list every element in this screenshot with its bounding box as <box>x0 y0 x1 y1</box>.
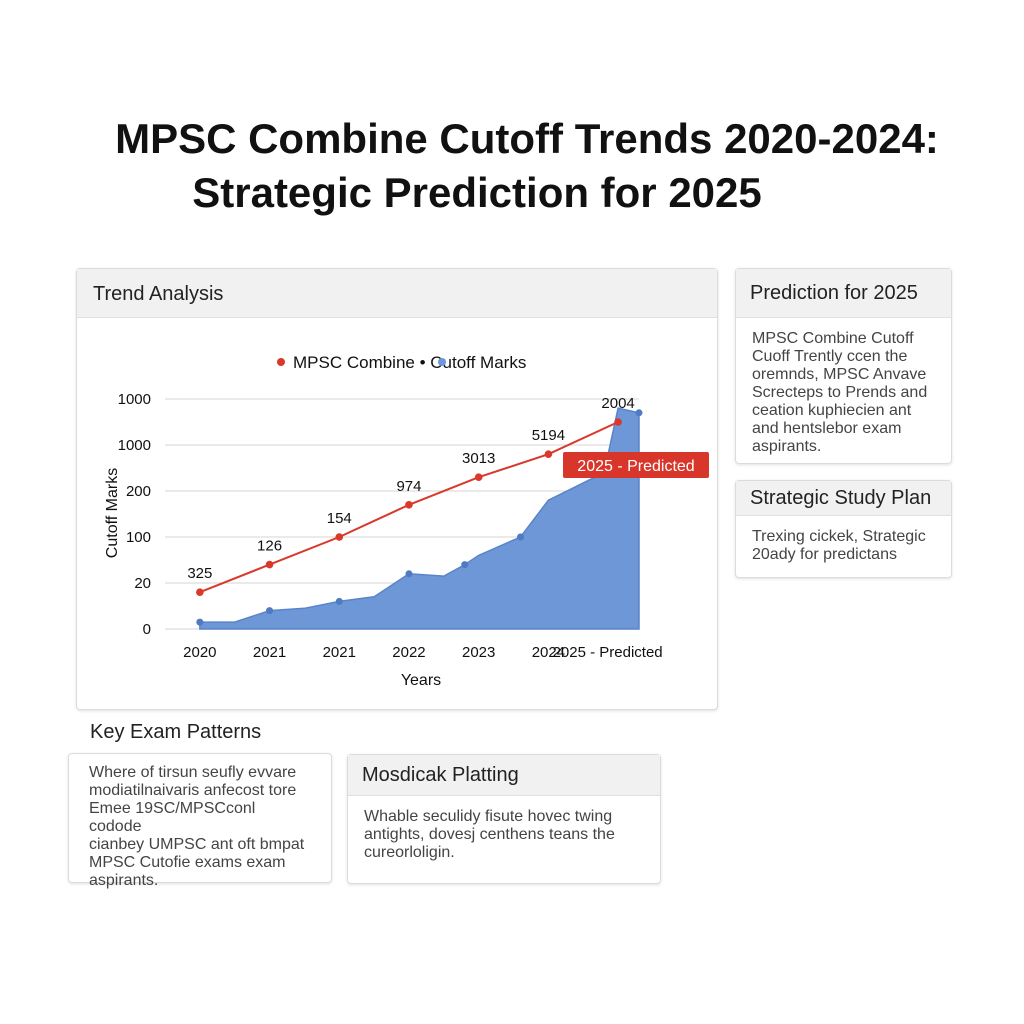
x-tick-label: 2023 <box>462 644 495 661</box>
prediction-badge-label: 2025 - Predicted <box>577 458 694 475</box>
prediction-heading: Prediction for 2025 <box>736 269 951 318</box>
area-series-point <box>461 561 469 569</box>
key-exam-patterns-heading: Key Exam Patterns <box>90 721 262 743</box>
page-title: MPSC Combine Cutoff Trends 2020-2024: St… <box>0 112 1024 220</box>
y-tick-label: 0 <box>143 621 151 638</box>
study-plan-card: Strategic Study Plan Trexing cickek, Str… <box>735 480 952 578</box>
prediction-card: Prediction for 2025 MPSC Combine Cutoff … <box>735 268 952 464</box>
data-label: 325 <box>187 565 212 582</box>
prediction-line: MPSC Combine Cutoff <box>752 330 914 347</box>
area-series-point <box>266 607 274 615</box>
x-tick-label: 2025 - Predicted <box>553 644 663 661</box>
study-plan-heading: Strategic Study Plan <box>736 481 951 516</box>
trend-analysis-card: Trend Analysis 0 20 100 200 1000 1000 2020 2021… <box>76 268 718 710</box>
title-line-2: Strategic Prediction for 2025 <box>192 169 762 216</box>
y-tick-label: 1000 <box>118 437 151 454</box>
area-series-point <box>635 409 643 417</box>
legend-marker-line <box>277 358 285 366</box>
mos-line: antights, dovesj centhens teans the <box>364 826 615 843</box>
area-series-point <box>405 570 413 578</box>
prediction-line: Cuoff Trently ccen the <box>752 348 908 365</box>
prediction-line: oremnds, MPSC Anvave <box>752 366 927 383</box>
x-axis-title: Years <box>401 672 441 689</box>
data-label: 3013 <box>462 450 495 467</box>
prediction-line: ceation kuphiecien ant <box>752 402 912 419</box>
study-plan-line: Trexing cickek, Strategic <box>752 528 926 545</box>
prediction-badge <box>563 452 709 478</box>
prediction-body: MPSC Combine Cutoff Cuoff Trently ccen t… <box>736 318 951 468</box>
area-series-point <box>335 597 343 605</box>
data-label: 126 <box>257 538 282 555</box>
data-label: 5194 <box>532 427 565 444</box>
trend-analysis-heading: Trend Analysis <box>77 269 717 318</box>
mosdicak-platting-heading: Mosdicak Platting <box>348 755 660 796</box>
patterns-line: Emee 19SC/MPSCconl codode <box>89 800 256 835</box>
legend-marker-area <box>438 358 446 366</box>
mosdicak-platting-body: Whable seculidy fisute hovec twing antig… <box>348 796 660 874</box>
x-tick-label: 2020 <box>183 644 216 661</box>
x-tick-label: 2021 <box>323 644 356 661</box>
patterns-line: aspirants. <box>89 872 159 889</box>
line-series-point <box>544 450 553 458</box>
data-label: 154 <box>327 510 352 527</box>
line-series-point <box>614 418 622 426</box>
area-series-cutoff-marks <box>199 407 640 630</box>
prediction-line: and hentslebor exam <box>752 420 902 437</box>
prediction-line: Screcteps to Prends and <box>752 384 928 401</box>
study-plan-body: Trexing cickek, Strategic 20ady for pred… <box>736 516 951 576</box>
y-tick-label: 1000 <box>118 391 151 408</box>
trend-chart: 0 20 100 200 1000 1000 2020 2021 2021 2022 2023 202… <box>104 353 709 689</box>
legend-text: MPSC Combine • Cutoff Marks <box>293 353 526 372</box>
x-tick-label: 2024 <box>532 644 565 661</box>
patterns-line: modiatilnaivaris anfecost tore <box>89 782 297 799</box>
x-tick-label: 2022 <box>392 644 425 661</box>
data-label: 2004 <box>601 395 634 412</box>
y-tick-label: 100 <box>126 529 151 546</box>
line-series-point <box>335 533 344 541</box>
key-exam-patterns-card: Where of tirsun seufly evvare modiatilna… <box>68 753 332 889</box>
patterns-line: MPSC Cutofie exams exam <box>89 854 286 871</box>
data-label: 974 <box>396 478 421 495</box>
area-series-point <box>196 618 204 626</box>
patterns-line: cianbey UMPSC ant oft bmpat <box>89 836 305 853</box>
x-tick-label: 2021 <box>253 644 286 661</box>
line-series-point <box>196 588 204 596</box>
title-line-1: MPSC Combine Cutoff Trends 2020-2024: <box>115 115 939 162</box>
y-axis-title: Cutoff Marks <box>104 468 121 558</box>
mosdicak-platting-card: Mosdicak Platting Whable seculidy fisute… <box>347 754 661 884</box>
patterns-line: Where of tirsun seufly evvare <box>89 764 297 781</box>
mos-line: Whable seculidy fisute hovec twing <box>364 808 613 825</box>
prediction-line: aspirants. <box>752 438 822 455</box>
area-series-point <box>517 533 524 541</box>
y-tick-label: 20 <box>134 575 151 592</box>
line-series-point <box>405 501 413 509</box>
line-series-point <box>474 473 483 481</box>
key-exam-patterns-body: Where of tirsun seufly evvare modiatilna… <box>69 754 331 900</box>
line-series-point <box>265 560 274 569</box>
mos-line: cureorloligin. <box>364 844 455 861</box>
y-tick-label: 200 <box>126 483 151 500</box>
study-plan-line: 20ady for predictans <box>752 546 897 563</box>
